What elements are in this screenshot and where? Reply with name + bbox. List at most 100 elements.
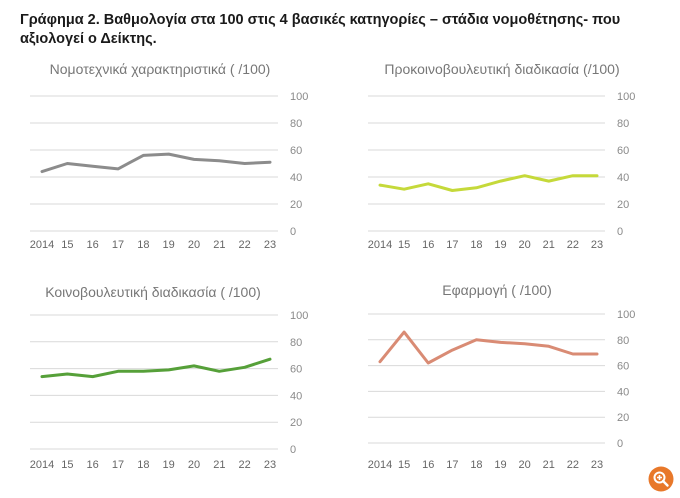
x-tick-label: 18 xyxy=(137,239,149,251)
x-tick-label: 21 xyxy=(543,459,555,471)
y-tick-label: 40 xyxy=(617,172,629,184)
x-tick-label: 22 xyxy=(239,459,251,471)
data-point xyxy=(499,341,502,344)
y-tick-label: 20 xyxy=(290,417,302,429)
x-tick-label: 2014 xyxy=(30,239,54,251)
x-tick-label: 22 xyxy=(567,239,579,251)
y-tick-label: 20 xyxy=(617,412,629,424)
y-tick-label: 100 xyxy=(617,91,635,103)
data-point xyxy=(193,158,196,161)
data-point xyxy=(218,159,221,162)
series-line xyxy=(378,330,599,365)
data-point xyxy=(596,352,599,355)
data-point xyxy=(499,180,502,183)
y-tick-label: 80 xyxy=(290,337,302,349)
data-point xyxy=(167,368,170,371)
data-point xyxy=(117,370,120,373)
data-point xyxy=(523,174,526,177)
panel-title: Εφαρμογή ( /100) xyxy=(442,282,551,298)
data-point xyxy=(41,375,44,378)
x-tick-label: 16 xyxy=(422,239,434,251)
x-tick-label: 15 xyxy=(398,239,410,251)
data-point xyxy=(403,188,406,191)
data-point xyxy=(91,375,94,378)
x-tick-label: 22 xyxy=(567,459,579,471)
x-tick-label: 16 xyxy=(87,459,99,471)
data-point xyxy=(117,167,120,170)
x-tick-label: 19 xyxy=(494,239,506,251)
data-point xyxy=(547,345,550,348)
y-tick-label: 80 xyxy=(617,118,629,130)
x-tick-label: 16 xyxy=(87,239,99,251)
y-tick-label: 100 xyxy=(290,91,308,103)
data-point xyxy=(475,338,478,341)
data-point xyxy=(451,189,454,192)
x-tick-label: 15 xyxy=(61,239,73,251)
data-point xyxy=(243,366,246,369)
x-tick-label: 2014 xyxy=(30,459,54,471)
data-point xyxy=(193,364,196,367)
data-point xyxy=(243,162,246,165)
y-tick-label: 40 xyxy=(617,386,629,398)
x-tick-label: 23 xyxy=(264,239,276,251)
y-tick-label: 100 xyxy=(617,309,635,321)
y-tick-label: 20 xyxy=(290,199,302,211)
data-point xyxy=(571,352,574,355)
data-point xyxy=(167,153,170,156)
series-line xyxy=(40,357,272,379)
x-tick-label: 23 xyxy=(264,459,276,471)
panel-title: Κοινοβουλευτική διαδικασία ( /100) xyxy=(45,284,261,300)
data-point xyxy=(142,154,145,157)
series-line xyxy=(378,174,599,192)
x-tick-label: 17 xyxy=(446,239,458,251)
data-point xyxy=(269,161,272,164)
x-tick-label: 17 xyxy=(112,239,124,251)
data-point xyxy=(571,174,574,177)
x-tick-label: 20 xyxy=(519,459,531,471)
x-tick-label: 2014 xyxy=(368,239,392,251)
x-tick-label: 17 xyxy=(446,459,458,471)
y-tick-label: 20 xyxy=(617,199,629,211)
x-tick-label: 20 xyxy=(188,239,200,251)
x-tick-label: 15 xyxy=(61,459,73,471)
x-tick-label: 21 xyxy=(213,459,225,471)
x-tick-label: 23 xyxy=(591,239,603,251)
y-tick-label: 60 xyxy=(290,364,302,376)
x-tick-label: 19 xyxy=(163,239,175,251)
y-tick-label: 80 xyxy=(290,118,302,130)
data-point xyxy=(427,362,430,365)
panel-title: Προκοινοβουλευτική διαδικασία (/100) xyxy=(384,61,619,77)
data-point xyxy=(91,165,94,168)
zoom-in-icon[interactable] xyxy=(648,466,674,492)
y-tick-label: 100 xyxy=(290,310,308,322)
data-point xyxy=(451,349,454,352)
x-tick-label: 21 xyxy=(213,239,225,251)
x-tick-label: 15 xyxy=(398,459,410,471)
x-tick-label: 21 xyxy=(543,239,555,251)
data-point xyxy=(379,360,382,363)
data-point xyxy=(66,372,69,375)
series-line xyxy=(40,152,272,174)
x-tick-label: 20 xyxy=(188,459,200,471)
y-tick-label: 0 xyxy=(290,444,296,456)
x-tick-label: 22 xyxy=(239,239,251,251)
x-tick-label: 19 xyxy=(494,459,506,471)
y-tick-label: 60 xyxy=(617,361,629,373)
y-tick-label: 0 xyxy=(290,226,296,238)
data-point xyxy=(475,186,478,189)
data-point xyxy=(218,370,221,373)
data-point xyxy=(41,170,44,173)
x-tick-label: 23 xyxy=(591,459,603,471)
figure-title: Γράφημα 2. Βαθμολογία στα 100 στις 4 βασ… xyxy=(20,12,621,47)
x-tick-label: 16 xyxy=(422,459,434,471)
y-tick-label: 80 xyxy=(617,335,629,347)
x-tick-label: 18 xyxy=(137,459,149,471)
y-tick-label: 60 xyxy=(290,145,302,157)
data-point xyxy=(66,162,69,165)
data-point xyxy=(427,182,430,185)
data-point xyxy=(142,370,145,373)
x-tick-label: 2014 xyxy=(368,459,392,471)
x-tick-label: 17 xyxy=(112,459,124,471)
data-point xyxy=(379,184,382,187)
